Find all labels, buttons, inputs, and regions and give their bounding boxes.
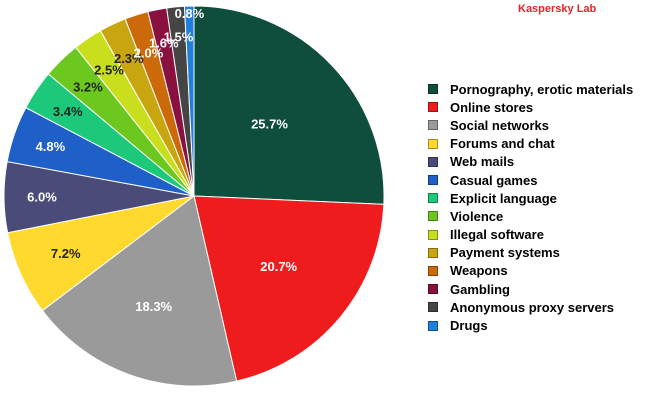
legend-label: Pornography, erotic materials [450,81,634,97]
legend-label: Violence [450,208,504,224]
slice-label: 3.4% [53,104,83,119]
legend-item: Explicit language [428,189,633,207]
legend: Pornography, erotic materials Online stor… [428,80,633,335]
legend-item: Web mails [428,153,633,171]
slice-label: 2.3% [114,51,144,66]
slice-label: 6.0% [27,190,57,205]
slice-label: 2.0% [134,46,164,61]
legend-item: Online stores [428,98,633,116]
legend-swatch [428,84,438,95]
legend-swatch [428,102,438,113]
legend-swatch [428,138,438,149]
legend-item: Violence [428,207,633,225]
slice-label: 1.5% [164,30,194,45]
slice-label: 2.5% [94,63,124,78]
legend-item: Anonymous proxy servers [428,298,633,316]
legend-label: Payment systems [450,245,560,261]
legend-item: Social networks [428,116,633,134]
legend-swatch [428,211,438,222]
legend-item: Payment systems [428,244,633,262]
legend-label: Explicit language [450,190,557,206]
legend-item: Pornography, erotic materials [428,80,633,98]
legend-swatch [428,193,438,204]
slice-label: 20.7% [260,259,297,274]
slice-label: 4.8% [36,139,66,154]
legend-label: Anonymous proxy servers [450,299,615,315]
pie-slice-social-networks [41,195,238,387]
legend-label: Web mails [450,154,515,170]
legend-item: Gambling [428,280,633,298]
legend-swatch [428,247,438,258]
legend-swatch [428,320,438,331]
slice-label: 3.2% [73,80,103,95]
legend-swatch [428,156,438,167]
legend-swatch [428,229,438,240]
slice-label: 25.7% [251,116,288,131]
legend-swatch [428,265,438,276]
legend-label: Forums and chat [450,136,555,152]
legend-item: Weapons [428,262,633,280]
legend-item: Illegal software [428,226,633,244]
legend-swatch [428,284,438,295]
legend-label: Social networks [450,117,549,133]
legend-label: Weapons [450,263,508,279]
legend-label: Gambling [450,281,510,297]
legend-item: Casual games [428,171,633,189]
slice-label: 0.8% [175,6,205,21]
legend-label: Online stores [450,99,534,115]
legend-swatch [428,175,438,186]
slice-label: 7.2% [51,246,81,261]
legend-label: Illegal software [450,227,544,243]
legend-swatch [428,120,438,131]
legend-label: Drugs [450,318,488,334]
slice-label: 18.3% [135,299,172,314]
pie-slice-pornography-erotic-materials [193,5,385,205]
legend-item: Forums and chat [428,135,633,153]
legend-item: Drugs [428,316,633,334]
legend-label: Casual games [450,172,538,188]
slice-label: 1.6% [149,36,179,51]
watermark-text: Kaspersky Lab [518,3,597,15]
pie-slice-online-stores [193,195,385,382]
legend-swatch [428,302,438,313]
pie-slice-drugs [183,5,195,197]
